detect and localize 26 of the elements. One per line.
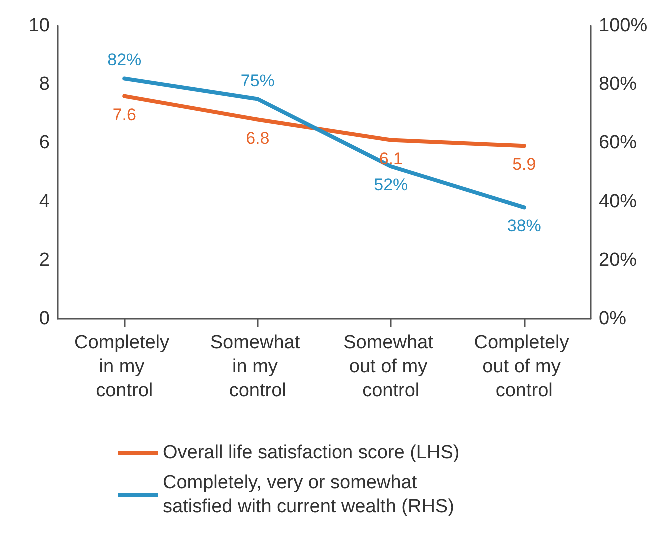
y-tick-label: 0 (39, 308, 50, 330)
data-label: 7.6 (112, 105, 136, 124)
data-label: 5.9 (512, 155, 536, 174)
y2-tick-label: 60% (599, 132, 638, 154)
data-label: 6.8 (246, 128, 270, 148)
y-tick-label: 10 (28, 16, 50, 36)
x-tick-label: Somewhat in my control (210, 332, 306, 402)
legend-label: Completely, very or somewhat satisfied with current wealth (RHS) (163, 472, 454, 518)
y2-tick-label: 0% (599, 308, 627, 330)
data-label: 52% (374, 176, 408, 195)
y-tick-label: 6 (39, 132, 50, 154)
data-label: 82% (108, 50, 142, 70)
data-label: 6.1 (379, 149, 403, 168)
y2-tick-label: 80% (599, 74, 638, 96)
data-label: 38% (507, 216, 542, 236)
x-tick-label: Somewhat out of my control (344, 332, 439, 402)
legend-label: Overall life satisfaction score (LHS) (163, 442, 460, 464)
x-tick-label: Completely in my control (74, 332, 175, 402)
y-tick-label: 4 (39, 191, 50, 212)
y-tick-label: 2 (39, 250, 50, 271)
y2-tick-label: 100% (599, 16, 648, 36)
y2-tick-label: 40% (599, 191, 638, 212)
y-tick-label: 8 (39, 74, 50, 96)
data-label: 75% (240, 71, 275, 90)
y2-tick-label: 20% (599, 250, 638, 271)
x-tick-label: Completely out of my control (474, 332, 575, 402)
